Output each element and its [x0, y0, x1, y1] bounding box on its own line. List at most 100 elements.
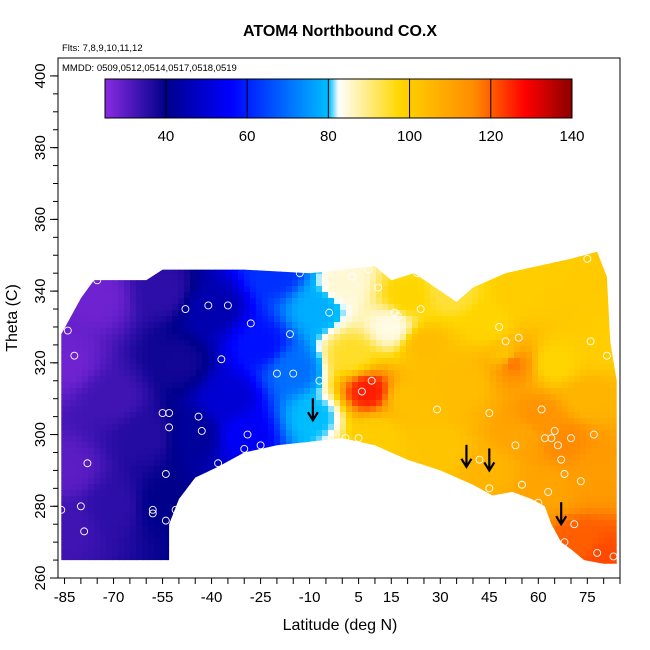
- heatmap-cell: [358, 280, 365, 287]
- heatmap-cell: [262, 220, 269, 227]
- heatmap-cell: [70, 490, 77, 497]
- heatmap-cell: [316, 400, 323, 407]
- heatmap-cell: [232, 532, 239, 539]
- heatmap-cell: [286, 550, 293, 557]
- heatmap-cell: [268, 382, 275, 389]
- heatmap-cell: [124, 358, 131, 365]
- heatmap-cell: [244, 251, 251, 257]
- heatmap-cell: [112, 268, 119, 275]
- heatmap-cell: [88, 574, 95, 581]
- heatmap-cell: [298, 251, 305, 257]
- heatmap-cell: [130, 496, 137, 503]
- heatmap-cell: [154, 148, 161, 155]
- heatmap-cell: [382, 436, 389, 443]
- heatmap-cell: [130, 412, 137, 419]
- heatmap-cell: [226, 244, 233, 251]
- heatmap-cell: [250, 568, 257, 575]
- heatmap-cell: [124, 364, 131, 371]
- heatmap-cell: [316, 340, 323, 347]
- heatmap-cell: [358, 340, 365, 347]
- heatmap-cell: [346, 316, 353, 323]
- heatmap-cell: [292, 442, 299, 449]
- heatmap-cell: [274, 298, 281, 305]
- heatmap-cell: [124, 190, 131, 197]
- heatmap-cell: [274, 322, 281, 329]
- heatmap-cell: [208, 370, 215, 377]
- heatmap-cell: [100, 178, 107, 185]
- heatmap-cell: [394, 208, 401, 215]
- heatmap-cell: [388, 64, 395, 71]
- heatmap-cell: [118, 454, 125, 461]
- heatmap-cell: [166, 196, 173, 203]
- heatmap-cell: [64, 544, 71, 551]
- heatmap-cell: [112, 352, 119, 359]
- heatmap-cell: [346, 442, 353, 449]
- heatmap-cell: [118, 478, 125, 485]
- heatmap-cell: [208, 124, 215, 131]
- heatmap-cell: [160, 346, 167, 353]
- heatmap-cell: [61, 538, 65, 545]
- heatmap-cell: [316, 196, 323, 203]
- heatmap-cell: [220, 406, 227, 413]
- heatmap-cell: [220, 280, 227, 287]
- heatmap-cell: [250, 514, 257, 521]
- heatmap-cell: [136, 268, 143, 275]
- heatmap-cell: [202, 346, 209, 353]
- heatmap-cell: [76, 316, 83, 323]
- heatmap-cell: [376, 202, 383, 209]
- heatmap-cell: [160, 472, 167, 479]
- heatmap-cell: [226, 316, 233, 323]
- heatmap-cell: [208, 214, 215, 221]
- heatmap-cell: [394, 442, 401, 449]
- heatmap-cell: [136, 251, 143, 257]
- heatmap-cell: [340, 454, 347, 461]
- heatmap-cell: [184, 346, 191, 353]
- heatmap-cell: [148, 148, 155, 155]
- heatmap-cell: [64, 394, 71, 401]
- heatmap-cell: [142, 490, 149, 497]
- heatmap-cell: [160, 430, 167, 437]
- heatmap-cell: [202, 466, 209, 473]
- heatmap-cell: [358, 388, 365, 395]
- heatmap-cell: [292, 514, 299, 521]
- heatmap-cell: [118, 346, 125, 353]
- heatmap-cell: [286, 316, 293, 323]
- heatmap-cell: [352, 376, 359, 383]
- heatmap-cell: [280, 430, 287, 437]
- heatmap-cell: [376, 334, 383, 341]
- heatmap-cell: [364, 64, 371, 71]
- heatmap-cell: [346, 370, 353, 377]
- heatmap-cell: [250, 190, 257, 197]
- heatmap-cell: [88, 196, 95, 203]
- heatmap-cell: [154, 424, 161, 431]
- heatmap-cell: [382, 190, 389, 197]
- heatmap-cell: [130, 364, 137, 371]
- heatmap-cell: [61, 370, 65, 377]
- heatmap-cell: [328, 238, 335, 245]
- heatmap-cell: [130, 382, 137, 389]
- heatmap-cell: [226, 292, 233, 299]
- heatmap-cell: [364, 448, 371, 455]
- heatmap-cell: [316, 346, 323, 353]
- heatmap-cell: [358, 418, 365, 425]
- heatmap-cell: [226, 478, 233, 485]
- heatmap-cell: [334, 64, 341, 71]
- heatmap-cell: [358, 442, 365, 449]
- heatmap-cell: [268, 526, 275, 533]
- heatmap-cell: [298, 448, 305, 455]
- heatmap-cell: [64, 298, 71, 305]
- heatmap-cell: [82, 388, 89, 395]
- heatmap-cell: [376, 292, 383, 299]
- heatmap-cell: [172, 328, 179, 335]
- heatmap-cell: [130, 436, 137, 443]
- heatmap-cell: [124, 214, 131, 221]
- heatmap-cell: [82, 202, 89, 209]
- heatmap-cell: [64, 82, 71, 89]
- heatmap-cell: [112, 286, 119, 293]
- heatmap-cell: [232, 166, 239, 173]
- heatmap-cell: [256, 424, 263, 431]
- heatmap-cell: [82, 400, 89, 407]
- heatmap-cell: [256, 346, 263, 353]
- heatmap-cell: [292, 532, 299, 539]
- heatmap-cell: [256, 556, 263, 563]
